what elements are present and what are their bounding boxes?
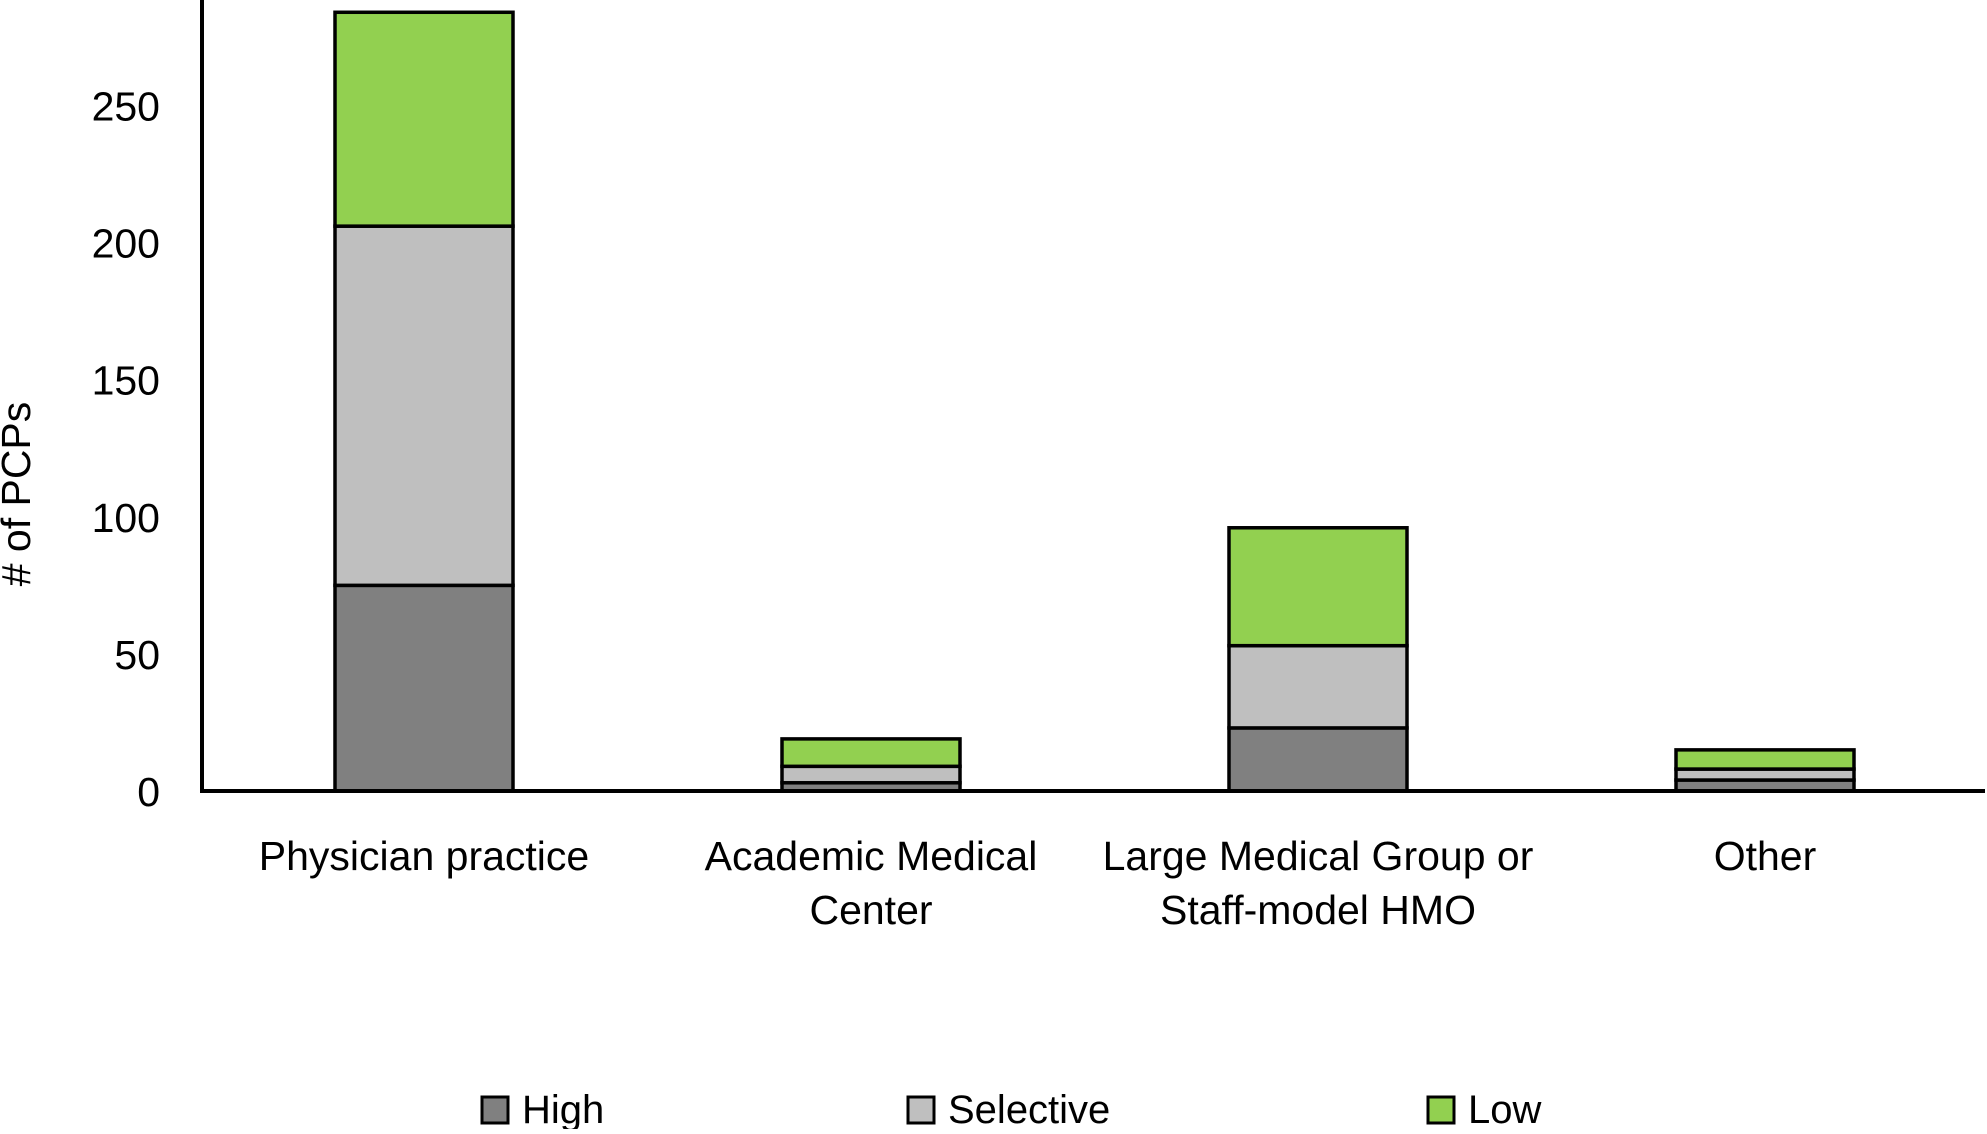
bar-segment-low: [1674, 748, 1856, 771]
bars-group: [333, 10, 1856, 793]
category-label-line: Physician practice: [259, 833, 589, 879]
legend-item-high: High: [480, 1088, 604, 1132]
category-label-line: Other: [1714, 833, 1817, 879]
legend-label: Selective: [948, 1088, 1110, 1129]
legend-swatch-low: [1426, 1095, 1456, 1125]
legend-label: Low: [1468, 1088, 1541, 1129]
y-tick-label: 50: [114, 632, 160, 678]
category-label: Other: [1714, 833, 1817, 879]
bar-segment-low: [780, 737, 962, 769]
y-tick-label: 100: [92, 495, 160, 541]
category-label-line: Academic Medical: [705, 833, 1038, 879]
bar-2: [780, 737, 962, 793]
y-tick-label: 0: [137, 769, 160, 815]
legend-swatch-selective: [906, 1095, 936, 1125]
y-axis-tick-labels: 0 50 100 150 200 250: [92, 84, 160, 816]
bar-segment-selective: [780, 764, 962, 785]
category-label: Physician practice: [259, 833, 589, 879]
legend-swatch-high: [480, 1095, 510, 1125]
y-tick-label: 150: [92, 358, 160, 404]
bar-segment-low: [1227, 526, 1409, 648]
category-label-line: Staff-model HMO: [1160, 887, 1476, 933]
y-tick-label: 200: [92, 221, 160, 267]
legend: High Selective Low: [480, 1088, 1541, 1132]
legend-label: High: [522, 1088, 604, 1129]
bar-segment-low: [333, 10, 515, 228]
legend-item-selective: Selective: [906, 1088, 1110, 1132]
bar-segment-selective: [1227, 643, 1409, 730]
bar-segment-high: [1227, 726, 1409, 793]
category-label: Academic Medical Center: [705, 833, 1038, 933]
category-label-line: Center: [809, 887, 932, 933]
bar-segment-high: [333, 583, 515, 793]
category-labels-group: Physician practice Academic Medical Center…: [259, 833, 1816, 933]
category-label: Large Medical Group or Staff-model HMO: [1103, 833, 1534, 933]
bar-segment-selective: [333, 224, 515, 588]
bar-3: [1227, 526, 1409, 793]
y-tick-label: 250: [92, 84, 160, 130]
category-label-line: Large Medical Group or: [1103, 833, 1534, 879]
y-axis-title: # of PCPs: [0, 402, 39, 587]
bar-1: [333, 10, 515, 793]
legend-item-low: Low: [1426, 1088, 1541, 1132]
bar-4: [1674, 748, 1856, 793]
